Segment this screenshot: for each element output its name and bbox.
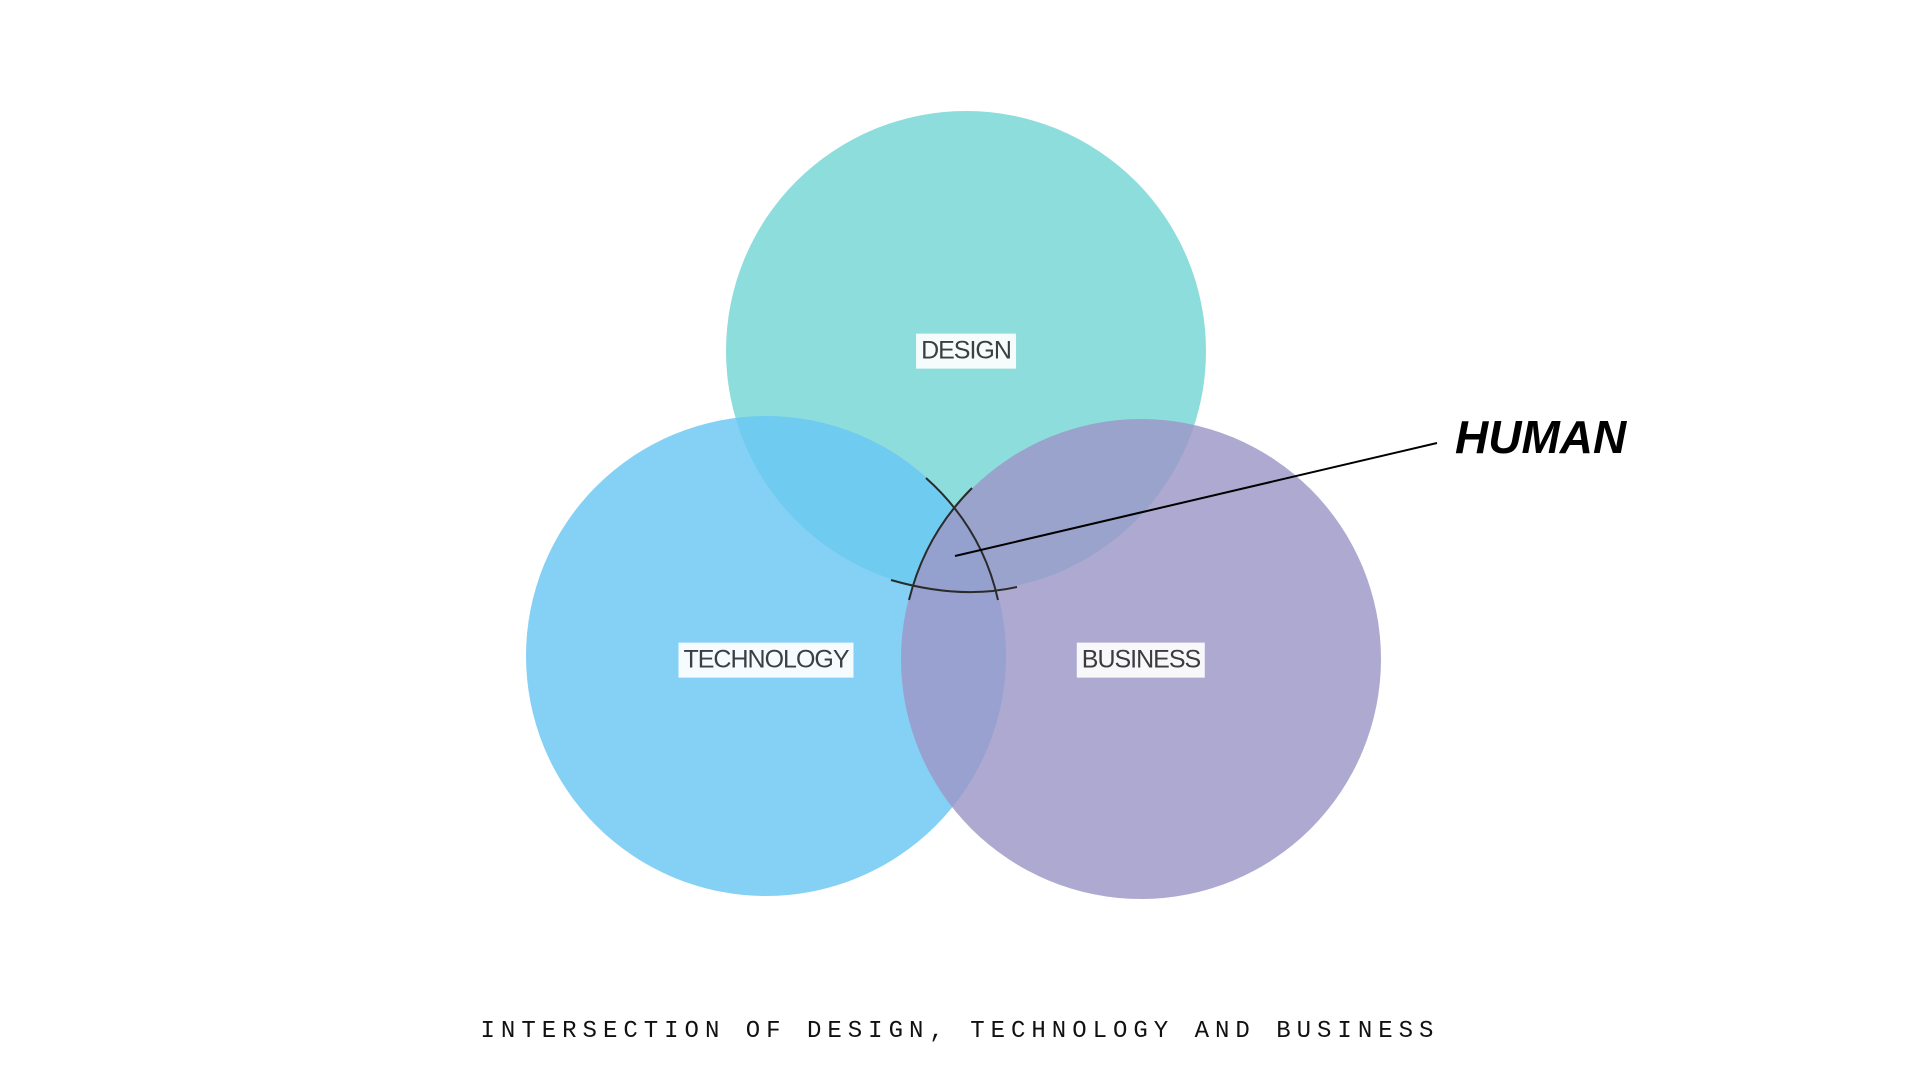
design-label: DESIGN [916,333,1016,369]
intersection-arc-right [925,477,999,601]
technology-label: TECHNOLOGY [678,642,854,678]
human-intersection-label: HUMAN [1455,411,1627,463]
diagram-caption: INTERSECTION OF DESIGN, TECHNOLOGY AND B… [480,1018,1440,1045]
business-label: BUSINESS [1076,642,1206,678]
intersection-arc-bottom [890,579,1018,594]
human-leader-line [954,442,1438,557]
intersection-arc-left [908,487,973,601]
